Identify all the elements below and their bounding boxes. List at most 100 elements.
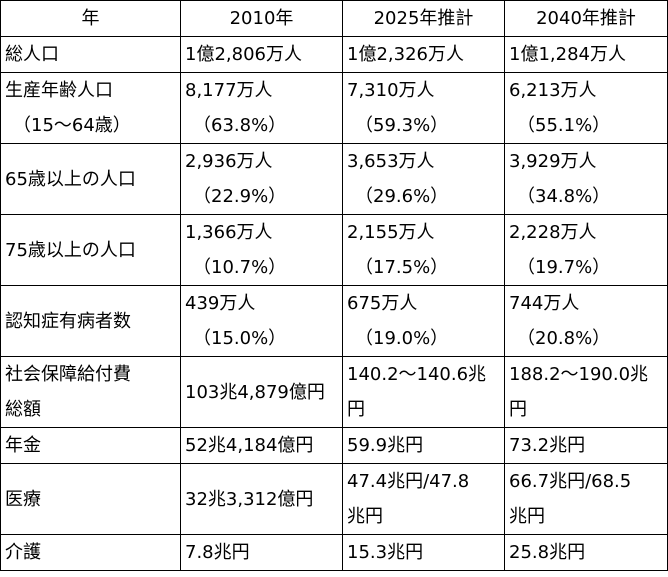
cell-value: 140.2〜140.6兆 — [347, 364, 487, 385]
cell-2040: 73.2兆円 — [504, 427, 668, 464]
cell-percent: （15.0%） — [193, 328, 287, 349]
cell-percent: （59.3%） — [355, 115, 449, 136]
table-row: 介護 7.8兆円 15.3兆円 25.8兆円 — [0, 534, 668, 571]
table-row: 医療 32兆3,312億円 47.4兆円/47.8 兆円 66.7兆円/68.5… — [0, 463, 668, 535]
cell-percent: （19.7%） — [517, 257, 611, 278]
table-row: 75歳以上の人口 1,366万人 （10.7%） 2,155万人 （17.5%）… — [0, 214, 668, 286]
row-label-line: 年金 — [5, 435, 41, 456]
cell-2040: 25.8兆円 — [504, 534, 668, 571]
cell-value-cont: 兆円 — [509, 506, 545, 527]
cell-value: 439万人 — [185, 293, 256, 314]
row-label-line: 75歳以上の人口 — [5, 239, 136, 261]
cell-2040: 66.7兆円/68.5 兆円 — [504, 463, 668, 535]
cell-percent: （34.8%） — [517, 186, 611, 207]
cell-percent: （29.6%） — [355, 186, 449, 207]
cell-2025: 1億2,326万人 — [342, 36, 505, 73]
table-row: 総人口 1億2,806万人 1億2,326万人 1億1,284万人 — [0, 36, 668, 73]
cell-percent: （10.7%） — [193, 257, 287, 278]
cell-value: 7,310万人 — [347, 80, 435, 101]
cell-value: 8,177万人 — [185, 80, 273, 101]
cell-value: 188.2〜190.0兆 — [509, 364, 649, 385]
table-row: 年金 52兆4,184億円 59.9兆円 73.2兆円 — [0, 427, 668, 464]
cell-value: 1,366万人 — [185, 222, 273, 243]
cell-value: 25.8兆円 — [509, 542, 586, 563]
row-label: 医療 — [0, 463, 181, 535]
cell-2025: 59.9兆円 — [342, 427, 505, 464]
cell-2025: 140.2〜140.6兆 円 — [342, 356, 505, 428]
cell-value: 52兆4,184億円 — [185, 435, 314, 456]
cell-2040: 2,228万人 （19.7%） — [504, 214, 668, 286]
cell-2025: 675万人 （19.0%） — [342, 285, 505, 357]
row-label-line: 総額 — [5, 399, 41, 420]
cell-percent: （17.5%） — [355, 257, 449, 278]
row-label-line: （15〜64歳） — [13, 115, 131, 136]
row-label-line: 65歳以上の人口 — [5, 168, 136, 190]
header-row: 年 2010年 2025年推計 2040年推計 — [0, 0, 668, 37]
table-row: 65歳以上の人口 2,936万人 （22.9%） 3,653万人 （29.6%）… — [0, 143, 668, 215]
cell-2010: 1億2,806万人 — [180, 36, 343, 73]
cell-2025: 7,310万人 （59.3%） — [342, 72, 505, 144]
cell-2010: 32兆3,312億円 — [180, 463, 343, 535]
cell-value: 1億2,326万人 — [347, 44, 464, 65]
row-label: 75歳以上の人口 — [0, 214, 181, 286]
row-label-line: 生産年齢人口 — [5, 80, 113, 101]
cell-value-cont: 円 — [509, 399, 527, 420]
cell-percent: （63.8%） — [193, 115, 287, 136]
cell-value: 7.8兆円 — [185, 542, 250, 563]
cell-value: 2,936万人 — [185, 151, 273, 172]
cell-value: 6,213万人 — [509, 80, 597, 101]
cell-percent: （19.0%） — [355, 328, 449, 349]
cell-value: 675万人 — [347, 293, 418, 314]
cell-value: 59.9兆円 — [347, 435, 424, 456]
cell-2025: 3,653万人 （29.6%） — [342, 143, 505, 215]
cell-value: 3,653万人 — [347, 151, 435, 172]
cell-value: 744万人 — [509, 293, 580, 314]
row-label: 認知症有病者数 — [0, 285, 181, 357]
cell-2010: 8,177万人 （63.8%） — [180, 72, 343, 144]
cell-value: 103兆4,879億円 — [185, 381, 325, 403]
row-label-line: 医療 — [5, 488, 41, 510]
cell-value: 3,929万人 — [509, 151, 597, 172]
cell-value: 15.3兆円 — [347, 542, 424, 563]
cell-2040: 6,213万人 （55.1%） — [504, 72, 668, 144]
row-label: 年金 — [0, 427, 181, 464]
cell-2010: 1,366万人 （10.7%） — [180, 214, 343, 286]
row-label: 生産年齢人口 （15〜64歳） — [0, 72, 181, 144]
table-row: 認知症有病者数 439万人 （15.0%） 675万人 （19.0%） 744万… — [0, 285, 668, 357]
row-label-line: 認知症有病者数 — [5, 310, 131, 332]
table-row: 生産年齢人口 （15〜64歳） 8,177万人 （63.8%） 7,310万人 … — [0, 72, 668, 144]
cell-2010: 52兆4,184億円 — [180, 427, 343, 464]
cell-value: 2,228万人 — [509, 222, 597, 243]
cell-2040: 744万人 （20.8%） — [504, 285, 668, 357]
cell-value: 73.2兆円 — [509, 435, 586, 456]
cell-value: 32兆3,312億円 — [185, 488, 314, 510]
cell-2010: 439万人 （15.0%） — [180, 285, 343, 357]
row-label-line: 総人口 — [5, 44, 59, 65]
row-label: 社会保障給付費 総額 — [0, 356, 181, 428]
header-2025-estimate: 2025年推計 — [342, 0, 505, 37]
header-year: 年 — [0, 0, 181, 37]
header-2010: 2010年 — [180, 0, 343, 37]
cell-value: 2,155万人 — [347, 222, 435, 243]
cell-2040: 3,929万人 （34.8%） — [504, 143, 668, 215]
cell-value-cont: 兆円 — [347, 506, 383, 527]
cell-2010: 103兆4,879億円 — [180, 356, 343, 428]
cell-2025: 15.3兆円 — [342, 534, 505, 571]
cell-value: 47.4兆円/47.8 — [347, 471, 470, 492]
cell-value: 1億2,806万人 — [185, 44, 302, 65]
cell-2025: 47.4兆円/47.8 兆円 — [342, 463, 505, 535]
cell-value-cont: 円 — [347, 399, 365, 420]
cell-2025: 2,155万人 （17.5%） — [342, 214, 505, 286]
row-label: 介護 — [0, 534, 181, 571]
cell-percent: （55.1%） — [517, 115, 611, 136]
row-label: 総人口 — [0, 36, 181, 73]
cell-percent: （20.8%） — [517, 328, 611, 349]
cell-2010: 2,936万人 （22.9%） — [180, 143, 343, 215]
cell-2040: 1億1,284万人 — [504, 36, 668, 73]
cell-value: 1億1,284万人 — [509, 44, 626, 65]
header-2040-estimate: 2040年推計 — [504, 0, 668, 37]
row-label-line: 介護 — [5, 542, 41, 563]
cell-2040: 188.2〜190.0兆 円 — [504, 356, 668, 428]
row-label-line: 社会保障給付費 — [5, 364, 131, 385]
